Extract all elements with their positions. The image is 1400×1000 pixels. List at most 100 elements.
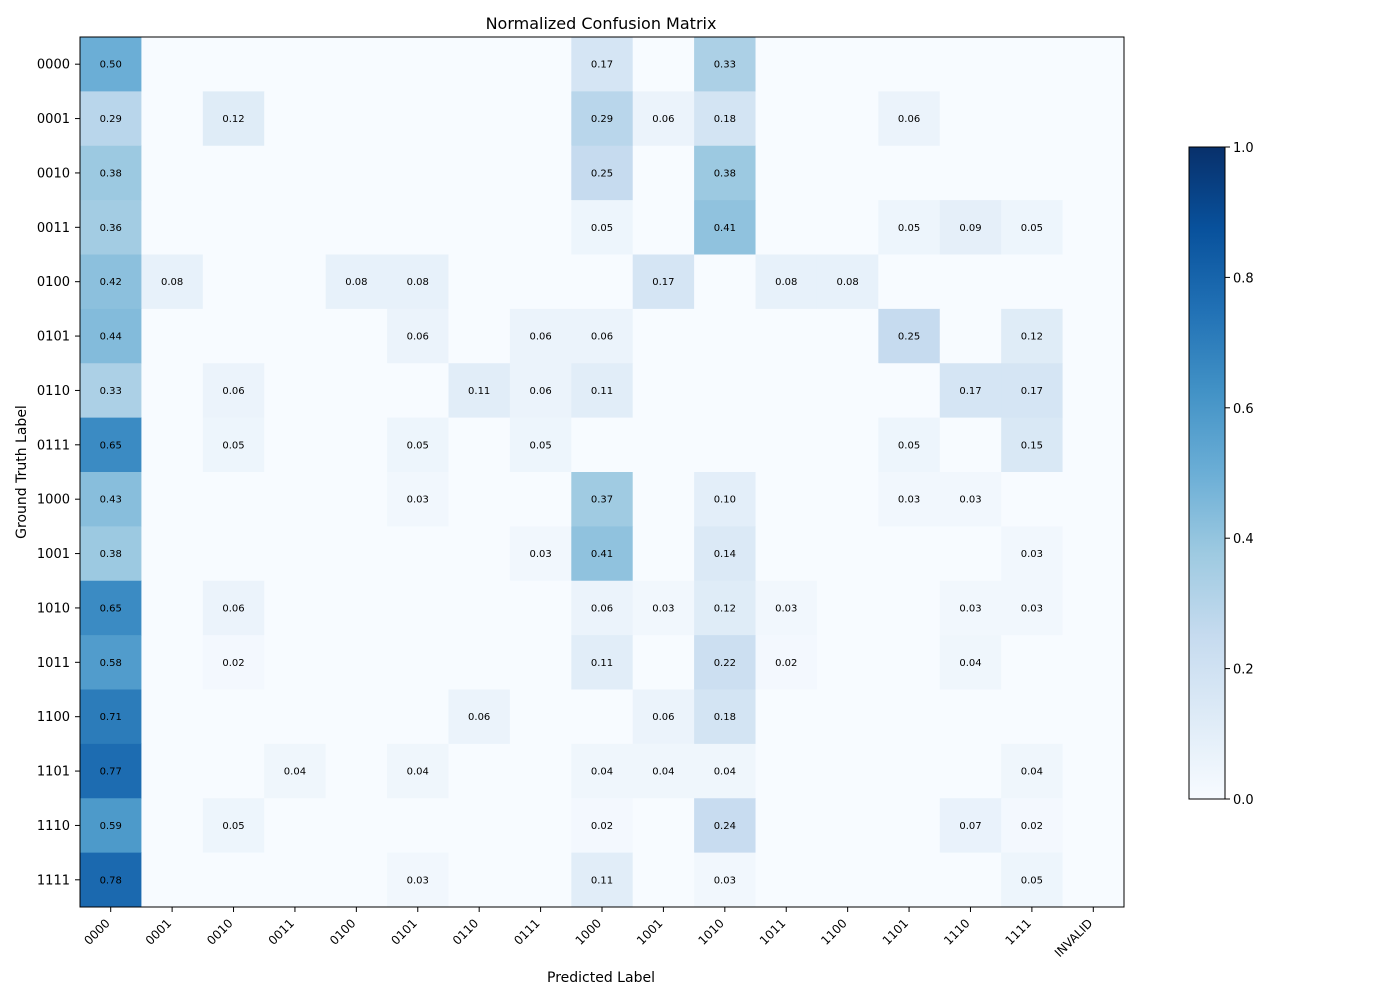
heatmap-cell-1110-1111 xyxy=(1001,798,1064,854)
heatmap-cell-1001-1101 xyxy=(878,526,941,582)
heatmap-cell-1100-1011 xyxy=(755,689,818,745)
cell-value-label: 0.05 xyxy=(407,440,429,451)
heatmap-cell-1001-1110 xyxy=(939,526,1002,582)
heatmap-cell-0110-1100 xyxy=(816,363,879,419)
cell-value-label: 0.18 xyxy=(714,712,736,723)
cell-value-label: 0.06 xyxy=(652,114,674,125)
heatmap-cell-0011-1010 xyxy=(694,200,757,255)
heatmap-cell-0000-0101 xyxy=(387,37,449,92)
heatmap-cell-0101-INVALID xyxy=(1062,308,1125,364)
cell-value-labels: 0.50 0.17 0.33 0.29 0.12 0.29 0.06 0.18 0.06 0.38… xyxy=(100,60,1043,887)
heatmap-cell-1100-1111 xyxy=(1001,689,1064,745)
heatmap-cell-0000-0001 xyxy=(141,37,204,92)
heatmap-cell-1010-1101 xyxy=(878,580,941,636)
heatmap-cell-0110-1001 xyxy=(632,363,695,419)
cell-value-label: 0.43 xyxy=(100,495,122,506)
heatmap-cell-0010-1000 xyxy=(571,145,634,201)
heatmap-cell-1010-0011 xyxy=(264,580,327,636)
heatmap-cell-1011-0000 xyxy=(80,635,142,690)
heatmap-cell-0101-0111 xyxy=(509,308,572,364)
heatmap-cell-0001-1011 xyxy=(755,91,818,147)
y-axis-label: Ground Truth Label xyxy=(14,405,30,539)
cell-value-label: 0.50 xyxy=(100,60,122,71)
heatmap-cell-1110-0000 xyxy=(80,798,142,854)
heatmap-cell-0100-1010 xyxy=(694,254,757,310)
x-tick-label: 0000 xyxy=(81,916,112,947)
heatmap-cell-0110-0010 xyxy=(202,363,265,419)
heatmap-cell-1111-0101 xyxy=(387,852,449,908)
heatmap-cell-0101-1001 xyxy=(632,308,695,364)
heatmap-cell-0010-1010 xyxy=(694,145,757,201)
heatmap-cell-0000-1101 xyxy=(878,37,941,92)
heatmap-cell-0011-1000 xyxy=(571,200,634,255)
heatmap-cell-1000-1111 xyxy=(1001,472,1064,527)
heatmap-cell-0111-0010 xyxy=(202,417,265,473)
heatmap-cell-1010-0001 xyxy=(141,580,204,636)
heatmap-cell-0001-1111 xyxy=(1001,91,1064,147)
heatmap-cell-1011-1110 xyxy=(939,635,1002,690)
heatmap-cell-0011-0111 xyxy=(509,200,572,255)
heatmap-cell-0100-0011 xyxy=(264,254,327,310)
heatmap-cell-0011-1111 xyxy=(1001,200,1064,255)
heatmap-cell-1000-1011 xyxy=(755,472,818,527)
heatmap-cell-0001-0101 xyxy=(387,91,449,147)
heatmap-cell-0110-1111 xyxy=(1001,363,1064,419)
heatmap-cell-0011-0100 xyxy=(325,200,388,255)
heatmap-cell-0111-1101 xyxy=(878,417,941,473)
heatmap-cell-0101-0110 xyxy=(448,308,511,364)
x-tick-label: 0110 xyxy=(450,916,481,947)
heatmap-cell-1101-1010 xyxy=(694,743,757,799)
heatmap-cell-0011-0001 xyxy=(141,200,204,255)
heatmap-cell-0110-1000 xyxy=(571,363,634,419)
cell-value-label: 0.41 xyxy=(591,549,613,560)
heatmap-cell-1011-1101 xyxy=(878,635,941,690)
heatmap-cell-1010-1010 xyxy=(694,580,757,636)
y-tick-label: 0111 xyxy=(37,438,70,453)
heatmap-cell-1111-0010 xyxy=(202,852,265,908)
heatmap-cell-0000-0100 xyxy=(325,37,388,92)
heatmap-cell-0100-1111 xyxy=(1001,254,1064,310)
heatmap-cell-0011-0010 xyxy=(202,200,265,255)
heatmap-cell-0100-0001 xyxy=(141,254,204,310)
cell-value-label: 0.25 xyxy=(898,332,920,343)
cell-value-label: 0.06 xyxy=(898,114,920,125)
heatmap-cell-0100-INVALID xyxy=(1062,254,1125,310)
heatmap-cell-0000-0111 xyxy=(509,37,572,92)
heatmap-cell-1100-0000 xyxy=(80,689,142,745)
heatmap-cell-0111-0001 xyxy=(141,417,204,473)
heatmap-cell-1101-0010 xyxy=(202,743,265,799)
cell-value-label: 0.12 xyxy=(222,114,244,125)
cell-value-label: 0.33 xyxy=(100,386,122,397)
heatmap-cell-1100-1010 xyxy=(694,689,757,745)
cell-value-label: 0.03 xyxy=(407,495,429,506)
heatmap-cell-0010-INVALID xyxy=(1062,145,1125,201)
heatmap-cell-0011-1110 xyxy=(939,200,1002,255)
heatmap-cell-0100-0100 xyxy=(325,254,388,310)
heatmap-cell-1110-0111 xyxy=(509,798,572,854)
heatmap-cell-1110-1010 xyxy=(694,798,757,854)
heatmap-cell-0100-1100 xyxy=(816,254,879,310)
heatmap-cell-1110-0110 xyxy=(448,798,511,854)
heatmap-cell-0111-1000 xyxy=(571,417,634,473)
cell-value-label: 0.17 xyxy=(959,386,981,397)
heatmap-cell-0110-0011 xyxy=(264,363,327,419)
heatmap-cell-1001-INVALID xyxy=(1062,526,1125,582)
heatmap-cell-0101-0010 xyxy=(202,308,265,364)
heatmap-cell-1111-1011 xyxy=(755,852,818,908)
heatmap-cell-0001-0111 xyxy=(509,91,572,147)
y-tick-label: 1010 xyxy=(37,601,70,616)
heatmap-cell-0001-0000 xyxy=(80,91,142,147)
heatmap-cell-0001-1001 xyxy=(632,91,695,147)
chart-title: Normalized Confusion Matrix xyxy=(486,14,717,33)
heatmap-cell-0100-0111 xyxy=(509,254,572,310)
cell-value-label: 0.06 xyxy=(222,603,244,614)
cell-value-label: 0.38 xyxy=(100,549,122,560)
cell-value-label: 0.37 xyxy=(591,495,613,506)
heatmap-cell-0110-0110 xyxy=(448,363,511,419)
heatmap-cell-1101-INVALID xyxy=(1062,743,1125,799)
heatmap-cell-0000-INVALID xyxy=(1062,37,1125,92)
heatmap-cell-1110-0101 xyxy=(387,798,449,854)
cell-value-label: 0.17 xyxy=(591,60,613,71)
y-tick-label: 0011 xyxy=(37,221,70,236)
heatmap-cell-1000-1010 xyxy=(694,472,757,527)
